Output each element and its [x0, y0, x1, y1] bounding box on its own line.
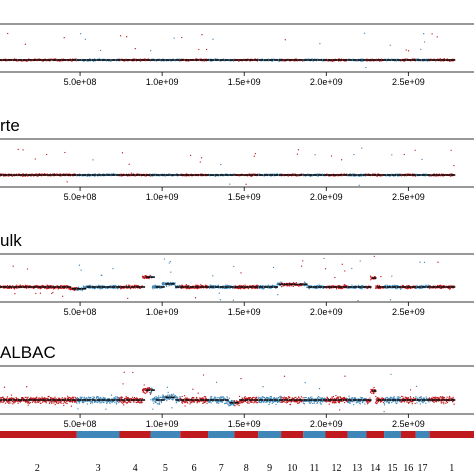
- data-point: [92, 159, 94, 161]
- data-point: [99, 49, 102, 52]
- data-point: [126, 36, 128, 38]
- data-point: [7, 32, 9, 35]
- data-point: [363, 32, 366, 34]
- data-point: [361, 147, 363, 149]
- x-tick-label: 1.0e+09: [146, 77, 179, 87]
- x-axis: 5.0e+08 1.0e+09 1.5e+09 2.0e+09 2.5e+09: [64, 187, 425, 202]
- panel-2: rte 5.0e+08 1.0e+09 1.5e+09 2.0e+09 2.5e+09: [0, 116, 474, 202]
- data-point: [319, 43, 321, 45]
- data-point: [453, 164, 455, 167]
- data-point: [403, 153, 405, 156]
- data-point: [150, 50, 152, 52]
- data-point: [389, 44, 391, 46]
- panels: 5.0e+08 1.0e+09 1.5e+09 2.0e+09 2.5e+09 rte 5.…: [0, 23, 474, 429]
- data-point: [405, 49, 407, 51]
- data-point: [365, 66, 367, 69]
- data-point: [46, 153, 48, 156]
- data-point: [205, 48, 208, 51]
- x-tick-label: 5.0e+08: [64, 192, 97, 202]
- data-point: [22, 149, 24, 151]
- data-point: [198, 48, 200, 51]
- data-point: [134, 47, 136, 50]
- plot-frame: [0, 138, 474, 188]
- data-point: [131, 172, 133, 174]
- data-point: [212, 38, 214, 40]
- data-point: [229, 183, 231, 185]
- data-point: [340, 159, 343, 161]
- x-tick-label: 1.5e+09: [228, 77, 261, 87]
- data-point: [421, 158, 423, 161]
- data-point: [353, 153, 355, 156]
- data-point: [297, 149, 300, 151]
- x-tick-label: 5.0e+08: [64, 77, 97, 87]
- x-axis: 5.0e+08 1.0e+09 1.5e+09 2.0e+09 2.5e+09: [64, 72, 425, 87]
- data-point: [128, 163, 130, 165]
- data-point: [80, 33, 82, 35]
- data-point: [63, 37, 65, 39]
- data-point: [92, 60, 94, 62]
- data-point: [296, 153, 299, 155]
- data-point: [24, 43, 27, 45]
- data-point: [450, 149, 452, 152]
- plot-frame: [0, 23, 474, 73]
- data-point: [201, 34, 203, 36]
- data-point: [423, 33, 425, 35]
- data-point: [358, 184, 360, 186]
- x-tick-label: 2.5e+09: [392, 77, 425, 87]
- data-point: [34, 158, 36, 160]
- data-point: [84, 38, 86, 40]
- data-point: [420, 48, 422, 51]
- panel-title: rte: [0, 116, 20, 135]
- data-point: [253, 155, 255, 157]
- data-points: [0, 147, 455, 186]
- data-point: [220, 163, 222, 166]
- data-point: [181, 36, 183, 39]
- data-point: [414, 149, 416, 152]
- data-point: [199, 161, 201, 163]
- data-point: [200, 157, 203, 159]
- x-tick-label: 2.0e+09: [310, 77, 343, 87]
- data-point: [391, 154, 393, 156]
- data-point: [436, 36, 438, 38]
- data-point: [173, 37, 175, 39]
- data-point: [423, 41, 426, 43]
- data-point: [314, 154, 316, 156]
- data-point: [189, 154, 192, 157]
- data-point: [119, 35, 122, 37]
- data-point: [121, 152, 124, 154]
- data-points: [0, 32, 455, 69]
- data-point: [330, 155, 333, 157]
- data-point: [64, 151, 66, 154]
- panel-1: 5.0e+08 1.0e+09 1.5e+09 2.0e+09 2.5e+09: [0, 23, 474, 87]
- data-point: [66, 181, 68, 183]
- data-point: [407, 50, 410, 52]
- data-point: [284, 39, 286, 41]
- data-point: [431, 33, 433, 35]
- data-point: [254, 152, 257, 155]
- data-point: [17, 148, 19, 151]
- data-point: [245, 183, 247, 185]
